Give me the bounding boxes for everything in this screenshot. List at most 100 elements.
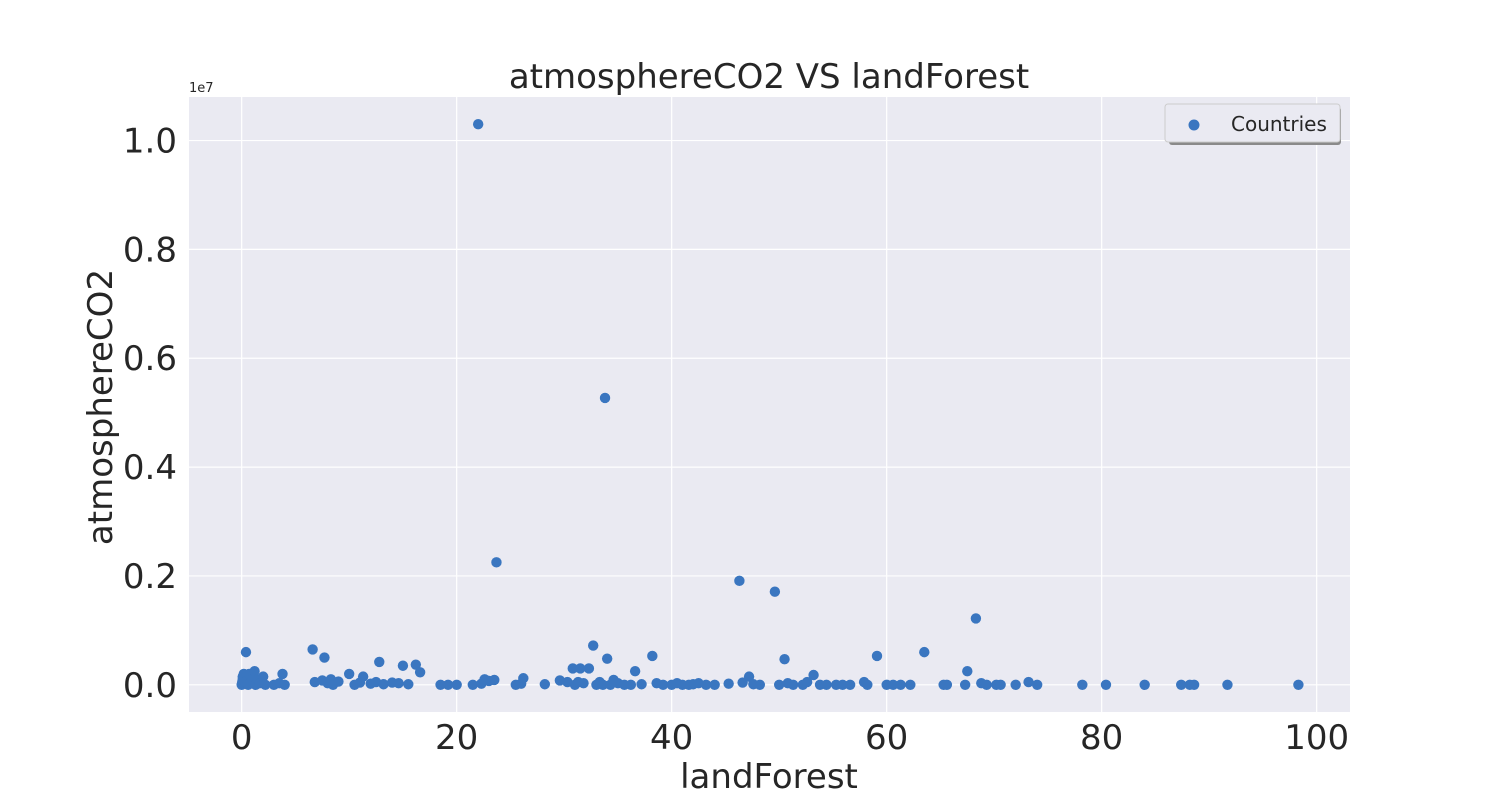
data-point [599,392,611,404]
data-point [629,665,641,677]
chart-title: atmosphereCO2 VS landForest [509,57,1029,97]
y-tick-label: 0.6 [123,339,177,379]
data-point [636,679,647,690]
data-point [769,586,781,597]
data-point [625,679,637,690]
data-point [240,646,252,658]
data-point [575,663,586,674]
data-point [981,679,992,690]
data-point [277,668,288,680]
data-point [1100,679,1112,690]
data-point [397,660,409,671]
x-tick-label: 0 [231,718,253,758]
data-point [657,679,669,690]
data-point [451,679,462,690]
x-tick-label: 80 [1080,718,1123,758]
y-tick-label: 0.2 [123,557,177,597]
data-point [378,679,389,690]
data-point [995,679,1006,690]
y-tick-label: 0.4 [123,448,177,488]
data-point [257,671,269,682]
data-point [1031,679,1043,690]
data-point [472,119,484,130]
y-axis-offset-label: 1e7 [189,81,214,96]
data-points [236,119,1304,690]
y-tick-label: 0.0 [123,666,177,706]
data-point [374,656,385,668]
data-point [597,679,609,690]
data-point [787,679,799,690]
data-point [821,679,832,690]
data-point [700,679,712,690]
data-point [959,679,971,690]
data-point [435,679,446,690]
data-point [887,679,899,690]
data-point [1077,679,1088,690]
data-point [489,674,500,686]
data-point [1010,679,1021,690]
y-tick-label: 1.0 [123,122,177,162]
data-point [403,679,414,690]
data-point [808,669,819,681]
data-point [467,679,478,690]
data-point [1023,676,1034,688]
data-point [588,640,599,651]
data-point [895,679,906,690]
data-point [442,679,454,690]
data-point [578,677,589,689]
data-point [754,679,766,690]
data-point [410,659,422,670]
data-point [919,646,930,658]
legend-marker [1188,119,1200,131]
x-tick-label: 100 [1284,718,1349,758]
data-point [844,679,856,690]
data-point [862,679,873,690]
data-point [779,654,790,665]
data-point [319,652,330,663]
plot-area [189,97,1350,712]
data-point [567,663,578,674]
data-point [393,677,404,689]
data-point [601,653,613,664]
data-point [962,665,973,677]
data-point [1188,679,1200,690]
legend-label-countries: Countries [1231,112,1327,136]
x-tick-label: 40 [650,718,693,758]
y-tick-label: 0.8 [123,230,177,270]
data-point [333,676,344,687]
data-point [941,679,953,690]
y-axis-ticks: 0.0 0.2 0.4 0.6 0.8 1.0 [123,122,177,706]
data-point [249,665,260,677]
data-point [837,679,848,690]
data-point [709,679,720,690]
legend-box [1164,103,1341,143]
data-point [357,671,369,682]
data-point [723,678,734,689]
data-point [414,667,426,678]
data-point [773,679,785,690]
data-point [583,663,595,674]
data-point [743,671,755,682]
y-axis-label: atmosphereCO2 [81,269,121,545]
x-axis-ticks: 0 20 40 60 80 100 [231,718,1349,758]
data-point [539,679,551,690]
data-point [1293,679,1304,690]
data-point [734,575,745,587]
data-point [518,673,529,684]
data-point [970,613,982,624]
data-point [905,679,916,690]
data-point [1222,679,1233,690]
data-point [1176,679,1187,690]
data-point [491,557,502,568]
data-point [260,679,271,690]
data-point [1139,679,1150,690]
data-point [279,679,290,690]
data-point [647,650,658,662]
x-tick-label: 60 [865,718,908,758]
data-point [871,650,883,662]
x-axis-label: landForest [680,757,858,797]
data-point [343,668,355,680]
legend: Countries [1164,103,1341,145]
data-point [307,644,318,655]
